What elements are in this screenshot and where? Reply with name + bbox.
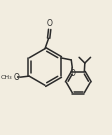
Text: O: O [47,19,53,28]
Text: O: O [14,73,20,82]
Text: CH₃: CH₃ [0,75,12,80]
Text: O: O [69,69,75,78]
